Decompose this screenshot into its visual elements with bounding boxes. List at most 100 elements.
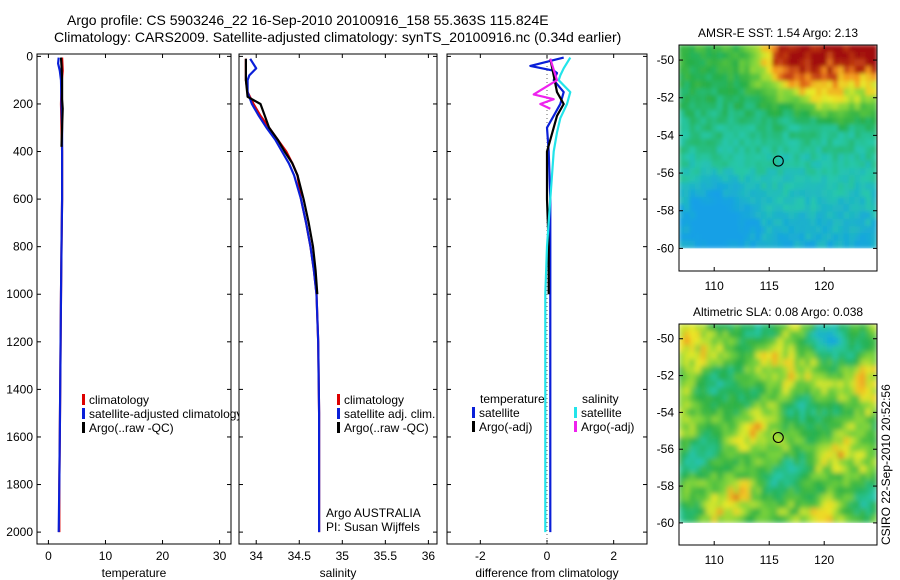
sla-heatmap-cell [679, 493, 685, 503]
sst-heatmap-cell [783, 182, 790, 191]
sla-heatmap-cell [854, 465, 861, 474]
sla-heatmap-cell [794, 479, 801, 488]
sla-heatmap-cell [788, 501, 795, 510]
depth-tick-label: 2000 [6, 525, 33, 539]
sla-heatmap-cell [832, 351, 839, 361]
sst-heatmap-cell [838, 233, 845, 242]
sst-heatmap-cell [700, 66, 707, 75]
sst-heatmap-cell [783, 175, 790, 184]
sla-heatmap-cell [689, 401, 696, 410]
sst-heatmap-cell [788, 80, 795, 90]
sla-heatmap-cell [711, 337, 718, 346]
sst-heatmap-cell [733, 153, 740, 162]
sla-heatmap-cell [728, 401, 735, 410]
sla-heatmap-cell [728, 451, 735, 460]
sla-heatmap-cell [810, 493, 817, 503]
sla-heatmap-cell [722, 344, 729, 353]
sla-heatmap-cell [722, 359, 729, 368]
sst-heatmap-cell [695, 146, 702, 155]
sla-heatmap-cell [849, 479, 856, 488]
sst-heatmap-cell [827, 204, 834, 213]
sla-heatmap-cell [799, 486, 806, 495]
sst-heatmap-cell [832, 197, 839, 206]
sst-heatmap-cell [860, 233, 867, 242]
sla-heatmap-cell [679, 401, 685, 410]
sla-heatmap-cell [717, 437, 724, 446]
sla-heatmap-cell [706, 451, 713, 460]
sla-heatmap-cell [788, 437, 795, 446]
sla-heatmap-cell [860, 373, 867, 382]
sst-heatmap-cell [722, 117, 729, 126]
sla-heatmap-cell [871, 359, 877, 368]
sla-heatmap-cell [849, 486, 856, 495]
sst-heatmap-cell [684, 59, 691, 68]
sla-heatmap-cell [849, 472, 856, 481]
sla-heatmap-cell [794, 351, 801, 361]
sla-heatmap-cell [865, 408, 872, 417]
sst-heatmap-cell [777, 73, 784, 82]
sla-heatmap-cell [854, 408, 861, 417]
sst-heatmap-cell [739, 182, 746, 191]
sla-heatmap-cell [810, 465, 817, 474]
sla-heatmap-cell [799, 373, 806, 382]
sla-heatmap-cell [684, 501, 691, 510]
sst-heatmap-cell [788, 146, 795, 155]
sst-heatmap-cell [794, 95, 801, 104]
sst-heatmap-cell [679, 95, 685, 104]
sst-heatmap-cell [783, 117, 790, 126]
sla-heatmap-cell [849, 515, 856, 524]
sla-heatmap-cell [865, 359, 872, 368]
sst-heatmap-cell [679, 88, 685, 97]
sst-heatmap-cell [733, 160, 740, 169]
sst-heatmap-cell [722, 59, 729, 68]
sla-heatmap-cell [750, 380, 757, 389]
sst-heatmap-cell [816, 124, 823, 133]
sla-heatmap-cell [783, 330, 790, 339]
sla-heatmap-cell [755, 373, 762, 382]
sla-heatmap-cell [761, 394, 768, 403]
sla-heatmap-cell [783, 415, 790, 424]
sla-heatmap-cell [739, 394, 746, 403]
sst-heatmap-cell [772, 88, 779, 97]
sst-heatmap-cell [810, 131, 817, 140]
sla-heatmap-cell [695, 444, 702, 453]
sla-heatmap-cell [827, 330, 834, 339]
sst-heatmap-cell [722, 146, 729, 155]
sla-heatmap-cell [722, 415, 729, 424]
sst-heatmap-cell [827, 167, 834, 177]
sla-heatmap-cell [733, 444, 740, 453]
sst-heatmap-cell [832, 138, 839, 148]
sst-heatmap-cell [838, 160, 845, 169]
sst-heatmap-cell [739, 109, 746, 119]
sst-heatmap-cell [761, 153, 768, 162]
sla-heatmap-cell [799, 401, 806, 410]
sst-heatmap-cell [794, 131, 801, 140]
sst-heatmap-cell [711, 59, 718, 68]
sst-heatmap-cell [816, 146, 823, 155]
sst-heatmap-cell [750, 146, 757, 155]
sst-heatmap-cell [849, 189, 856, 199]
sst-heatmap-cell [810, 204, 817, 213]
sla-heatmap-cell [711, 351, 718, 361]
sst-heatmap-cell [739, 146, 746, 155]
sst-heatmap-cell [871, 80, 877, 90]
sla-heatmap-cell [865, 415, 872, 424]
sst-heatmap-cell [717, 51, 724, 61]
sst-heatmap-cell [689, 51, 696, 61]
sla-heatmap-cell [843, 415, 850, 424]
sst-heatmap-cell [838, 175, 845, 184]
sla-heatmap-cell [679, 501, 685, 510]
sla-heatmap-cell [695, 373, 702, 382]
sla-heatmap-cell [865, 465, 872, 474]
sst-heatmap-cell [684, 117, 691, 126]
sla-heatmap-cell [810, 394, 817, 403]
sla-heatmap-cell [695, 493, 702, 503]
sla-heatmap-cell [728, 380, 735, 389]
sst-heatmap-cell [711, 117, 718, 126]
sla-heatmap-cell [689, 479, 696, 488]
sst-heatmap-cell [750, 124, 757, 133]
sla-heatmap-cell [854, 330, 861, 339]
sst-heatmap-cell [755, 59, 762, 68]
sla-heatmap-cell [695, 422, 702, 432]
sla-heatmap-cell [821, 479, 828, 488]
